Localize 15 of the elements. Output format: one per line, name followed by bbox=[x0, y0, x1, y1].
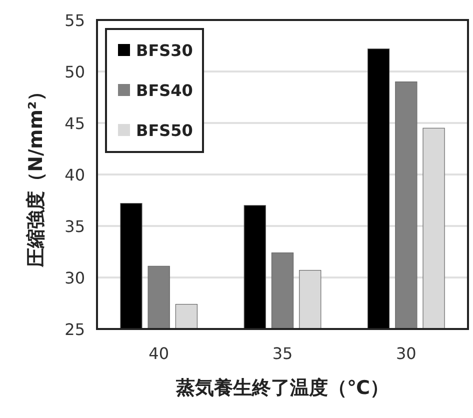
y-tick-label: 35 bbox=[64, 217, 85, 236]
y-tick-label: 30 bbox=[64, 268, 85, 288]
y-tick-label: 25 bbox=[64, 320, 85, 339]
y-tick-label: 40 bbox=[64, 166, 85, 184]
y-tick-label: 45 bbox=[64, 114, 85, 133]
x-tick-label: 35 bbox=[272, 344, 293, 363]
legend-label: BFS40 bbox=[136, 81, 193, 100]
y-axis-title: 圧縮強度（N/mm²） bbox=[25, 82, 47, 268]
y-tick-label: 55 bbox=[64, 11, 85, 30]
y-tick-label: 50 bbox=[64, 62, 85, 82]
x-tick-label: 40 bbox=[148, 344, 170, 363]
legend-label: BFS50 bbox=[136, 121, 193, 140]
x-tick-label: 30 bbox=[396, 344, 416, 363]
x-axis-title: 蒸気養生終了温度（℃） bbox=[174, 377, 390, 399]
legend-label: BFS30 bbox=[136, 41, 193, 60]
